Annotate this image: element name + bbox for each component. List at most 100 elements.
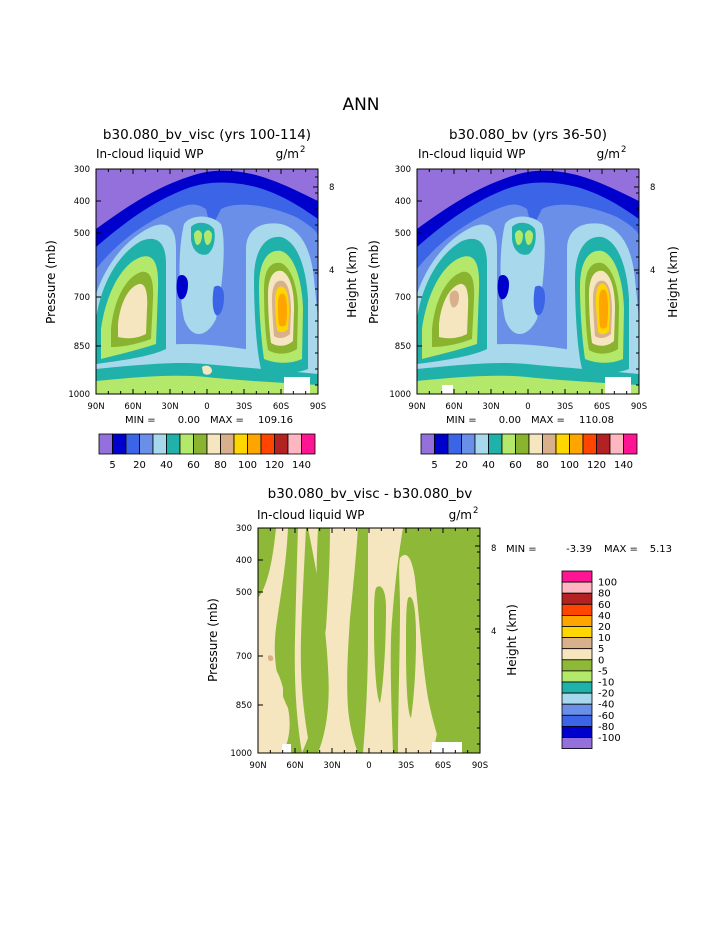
missing-data-mask	[442, 385, 453, 394]
x-tick-label: 60S	[435, 761, 451, 771]
colorbar-label: 140	[614, 460, 633, 471]
min-label: MIN =	[125, 415, 156, 426]
colorbar-label: 80	[598, 589, 611, 600]
min-value: 0.00	[499, 415, 521, 426]
max-label: MAX =	[531, 415, 565, 426]
level-fill	[202, 365, 212, 375]
panel-units: g/m	[597, 147, 620, 161]
contour-fill	[96, 169, 318, 394]
contour-plot: 300 400 500 700 850 1000 8 4 90N 60N 30N…	[68, 165, 334, 412]
panel-title: b30.080_bv (yrs 36-50)	[449, 127, 607, 143]
level-fill	[316, 528, 330, 644]
colorbar-label: 60	[187, 460, 200, 471]
y-tick-label: 700	[395, 293, 411, 303]
panel-subtitle: In-cloud liquid WP	[418, 147, 526, 161]
missing-data-mask	[432, 742, 462, 753]
colorbar-box	[609, 433, 624, 455]
colorbar-box	[561, 737, 593, 750]
colorbar-box	[434, 433, 449, 455]
level-fill	[268, 655, 274, 662]
level-fill	[533, 285, 545, 316]
level-fill	[204, 230, 212, 245]
colorbar-box	[179, 433, 194, 455]
colorbar-box	[461, 433, 476, 455]
colorbar-box	[247, 433, 262, 455]
colorbar-box	[98, 433, 113, 455]
colorbar-box	[561, 725, 593, 738]
colorbar-label: 20	[598, 622, 611, 633]
min-value: -3.39	[566, 544, 592, 555]
y2-tick-label: 8	[329, 183, 334, 193]
y2-tick-label: 4	[650, 266, 655, 276]
contour-plot: 300 400 500 700 850 1000 8 4 90N 60N 30N…	[389, 165, 655, 412]
colorbar-label: -80	[598, 722, 614, 733]
colorbar-box	[420, 433, 435, 455]
panel-units-superscript: 2	[621, 145, 626, 155]
y2-axis-label: Height (km)	[505, 604, 519, 675]
x-tick-label: 0	[204, 402, 209, 412]
panel-units-superscript: 2	[300, 145, 305, 155]
panel-visc: b30.080_bv_visc (yrs 100-114) In-cloud l…	[44, 127, 359, 471]
colorbar-box	[582, 433, 597, 455]
level-fill	[278, 293, 287, 327]
colorbar-label: 10	[598, 633, 611, 644]
x-tick-label: 30S	[557, 402, 573, 412]
colorbar-box	[166, 433, 181, 455]
colorbar-label: 80	[214, 460, 227, 471]
y-tick-label: 500	[236, 588, 252, 598]
colorbar-box	[260, 433, 275, 455]
x-tick-label: 60S	[273, 402, 289, 412]
y-tick-label: 300	[395, 165, 411, 175]
level-fill	[515, 230, 523, 245]
panel-title: b30.080_bv_visc (yrs 100-114)	[103, 127, 311, 143]
y-axis-label: Pressure (mb)	[206, 598, 220, 682]
missing-data-mask	[605, 377, 631, 394]
y2-tick-label: 8	[491, 544, 496, 554]
colorbar-box	[206, 433, 221, 455]
y2-tick-label: 4	[329, 266, 334, 276]
colorbar-box	[561, 603, 593, 616]
colorbar-box	[561, 670, 593, 683]
y2-tick-label: 4	[491, 627, 496, 637]
colorbar-box	[301, 433, 316, 455]
level-fill	[374, 586, 386, 703]
colorbar-box	[561, 637, 593, 650]
colorbar-label: 20	[455, 460, 468, 471]
colorbar-box	[555, 433, 570, 455]
y-axis-label: Pressure (mb)	[44, 240, 58, 324]
axis-ticks	[416, 168, 640, 395]
y-tick-label: 500	[395, 229, 411, 239]
colorbar-label: 5	[431, 460, 437, 471]
colorbar-label: -40	[598, 700, 614, 711]
level-fill	[176, 275, 188, 300]
y-tick-label: 700	[236, 652, 252, 662]
y-tick-label: 400	[395, 197, 411, 207]
level-fill	[448, 528, 480, 678]
max-value: 110.08	[579, 415, 614, 426]
x-tick-label: 60N	[445, 402, 462, 412]
colorbar-label: 40	[160, 460, 173, 471]
colorbar-label: 40	[598, 611, 611, 622]
level-fill	[212, 285, 224, 316]
colorbar-box	[623, 433, 638, 455]
x-tick-label: 90N	[408, 402, 425, 412]
colorbar-label: -10	[598, 678, 614, 689]
colorbar-box	[139, 433, 154, 455]
max-label: MAX =	[210, 415, 244, 426]
x-tick-label: 60N	[286, 761, 303, 771]
colorbar-box	[274, 433, 289, 455]
y-tick-label: 850	[236, 701, 252, 711]
y-tick-label: 850	[74, 342, 90, 352]
contour-plot: 300 400 500 700 850 1000 8 4 90N 60N 30N…	[230, 524, 496, 771]
colorbar-box	[596, 433, 611, 455]
level-fill	[525, 230, 533, 245]
y-axis-label: Pressure (mb)	[367, 240, 381, 324]
contour-fill	[258, 528, 480, 753]
colorbar-label: -20	[598, 689, 614, 700]
x-tick-label: 30S	[398, 761, 414, 771]
colorbar-label: 40	[482, 460, 495, 471]
y-tick-label: 1000	[68, 390, 90, 400]
y-tick-label: 400	[236, 556, 252, 566]
colorbar-label: 60	[598, 600, 611, 611]
colorbar-label: 100	[560, 460, 579, 471]
